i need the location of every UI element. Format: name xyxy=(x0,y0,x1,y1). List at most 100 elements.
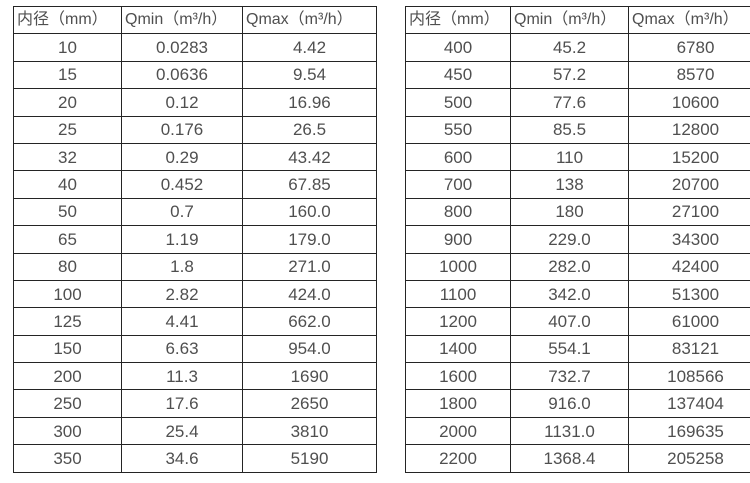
column-header: Qmax（m³/h） xyxy=(628,5,750,35)
diameter-cell: 300 xyxy=(13,416,122,446)
qmax-cell: 8570 xyxy=(628,60,750,90)
table-row: 500 77.6 10600 xyxy=(405,88,750,117)
header-row: 内径（mm） Qmin（m³/h） Qmax（m³/h） xyxy=(13,5,377,35)
qmin-cell: 0.0636 xyxy=(121,60,243,90)
qmax-cell: 2650 xyxy=(242,389,377,418)
table-row: 900 229.0 34300 xyxy=(405,225,750,254)
table-row: 2000 1131.0 169635 xyxy=(405,416,750,446)
diameter-cell: 450 xyxy=(405,60,511,90)
table-row: 20 0.12 16.96 xyxy=(13,88,377,117)
qmin-cell: 916.0 xyxy=(510,389,629,418)
table-row: 15 0.0636 9.54 xyxy=(13,60,377,90)
qmin-cell: 77.6 xyxy=(510,88,629,117)
qmax-cell: 15200 xyxy=(628,142,750,172)
qmin-cell: 1131.0 xyxy=(510,416,629,446)
column-header: 内径（mm） xyxy=(13,5,122,35)
qmax-cell: 61000 xyxy=(628,307,750,336)
flow-table-large-diameters: 内径（mm） Qmin（m³/h） Qmax（m³/h） 400 45.2 6780 450… xyxy=(405,5,750,473)
qmin-cell: 229.0 xyxy=(510,225,629,254)
table-row: 200 11.3 1690 xyxy=(13,362,377,391)
qmin-cell: 0.7 xyxy=(121,197,243,227)
qmin-cell: 4.41 xyxy=(121,307,243,336)
qmax-cell: 4.42 xyxy=(242,33,377,62)
table-row: 25 0.176 26.5 xyxy=(13,115,377,144)
qmin-cell: 407.0 xyxy=(510,307,629,336)
qmin-cell: 0.0283 xyxy=(121,33,243,62)
qmin-cell: 0.452 xyxy=(121,170,243,199)
qmin-cell: 34.6 xyxy=(121,444,243,473)
diameter-cell: 1600 xyxy=(405,362,511,391)
diameter-cell: 150 xyxy=(13,334,122,364)
table-row: 1000 282.0 42400 xyxy=(405,252,750,281)
table-row: 800 180 27100 xyxy=(405,197,750,227)
qmin-cell: 1368.4 xyxy=(510,444,629,473)
diameter-cell: 500 xyxy=(405,88,511,117)
diameter-cell: 125 xyxy=(13,307,122,336)
qmax-cell: 12800 xyxy=(628,115,750,144)
qmax-cell: 205258 xyxy=(628,444,750,473)
qmax-cell: 169635 xyxy=(628,416,750,446)
qmax-cell: 26.5 xyxy=(242,115,377,144)
table-row: 10 0.0283 4.42 xyxy=(13,33,377,62)
qmin-cell: 11.3 xyxy=(121,362,243,391)
table-row: 350 34.6 5190 xyxy=(13,444,377,473)
diameter-cell: 80 xyxy=(13,252,122,281)
qmin-cell: 17.6 xyxy=(121,389,243,418)
diameter-cell: 25 xyxy=(13,115,122,144)
qmin-cell: 6.63 xyxy=(121,334,243,364)
qmin-cell: 1.8 xyxy=(121,252,243,281)
diameter-cell: 1000 xyxy=(405,252,511,281)
table-row: 700 138 20700 xyxy=(405,170,750,199)
column-header: 内径（mm） xyxy=(405,5,511,35)
diameter-cell: 1400 xyxy=(405,334,511,364)
qmin-cell: 180 xyxy=(510,197,629,227)
diameter-cell: 250 xyxy=(13,389,122,418)
qmax-cell: 43.42 xyxy=(242,142,377,172)
table-row: 150 6.63 954.0 xyxy=(13,334,377,364)
diameter-cell: 10 xyxy=(13,33,122,62)
qmax-cell: 137404 xyxy=(628,389,750,418)
table-row: 1400 554.1 83121 xyxy=(405,334,750,364)
qmax-cell: 160.0 xyxy=(242,197,377,227)
diameter-cell: 20 xyxy=(13,88,122,117)
diameter-cell: 400 xyxy=(405,33,511,62)
qmin-cell: 57.2 xyxy=(510,60,629,90)
qmax-cell: 3810 xyxy=(242,416,377,446)
table-row: 2200 1368.4 205258 xyxy=(405,444,750,473)
diameter-cell: 550 xyxy=(405,115,511,144)
qmin-cell: 2.82 xyxy=(121,279,243,309)
diameter-cell: 40 xyxy=(13,170,122,199)
flow-table-small-diameters: 内径（mm） Qmin（m³/h） Qmax（m³/h） 10 0.0283 4.42 15… xyxy=(13,5,377,473)
diameter-cell: 800 xyxy=(405,197,511,227)
table-row: 1200 407.0 61000 xyxy=(405,307,750,336)
diameter-cell: 700 xyxy=(405,170,511,199)
diameter-cell: 1100 xyxy=(405,279,511,309)
qmin-cell: 342.0 xyxy=(510,279,629,309)
table-row: 80 1.8 271.0 xyxy=(13,252,377,281)
diameter-cell: 32 xyxy=(13,142,122,172)
qmin-cell: 0.176 xyxy=(121,115,243,144)
table-row: 1100 342.0 51300 xyxy=(405,279,750,309)
qmin-cell: 1.19 xyxy=(121,225,243,254)
qmax-cell: 1690 xyxy=(242,362,377,391)
qmax-cell: 179.0 xyxy=(242,225,377,254)
qmin-cell: 0.12 xyxy=(121,88,243,117)
table-row: 32 0.29 43.42 xyxy=(13,142,377,172)
qmax-cell: 6780 xyxy=(628,33,750,62)
qmin-cell: 85.5 xyxy=(510,115,629,144)
table-row: 250 17.6 2650 xyxy=(13,389,377,418)
qmax-cell: 51300 xyxy=(628,279,750,309)
table-row: 1600 732.7 108566 xyxy=(405,362,750,391)
qmax-cell: 108566 xyxy=(628,362,750,391)
table-row: 50 0.7 160.0 xyxy=(13,197,377,227)
qmin-cell: 282.0 xyxy=(510,252,629,281)
qmin-cell: 0.29 xyxy=(121,142,243,172)
column-header: Qmax（m³/h） xyxy=(242,5,377,35)
qmax-cell: 67.85 xyxy=(242,170,377,199)
qmin-cell: 25.4 xyxy=(121,416,243,446)
qmax-cell: 662.0 xyxy=(242,307,377,336)
qmax-cell: 34300 xyxy=(628,225,750,254)
diameter-cell: 100 xyxy=(13,279,122,309)
diameter-cell: 50 xyxy=(13,197,122,227)
qmin-cell: 554.1 xyxy=(510,334,629,364)
